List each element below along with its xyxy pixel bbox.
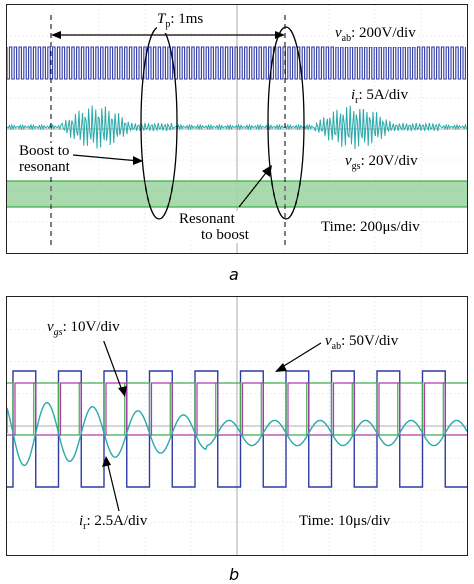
scope-panel-a: Tp: 1ms vab: 200V/div ir: 5A/div vgs: 20… [6,4,468,254]
caption-a: a [229,265,239,284]
ir-label-arrowhead-b [102,456,111,467]
vgs-complement-trace-b [7,382,467,436]
boost-to-resonant-arrow [72,154,140,162]
ir-label-arrow-b [106,460,120,512]
vgs-scale-label-b: vgs: 10V/div [47,319,120,341]
transition-ellipse-2 [267,26,305,220]
vgs-label-arrow-b [102,338,124,394]
resonant-to-boost-label: Resonant to boost [179,211,249,243]
period-label: Tp: 1ms [157,11,204,33]
vab-label-arrowhead-b [275,363,287,372]
time-scale-label-a: Time: 200μs/div [321,219,420,235]
vab-trace-a [7,46,466,80]
vgs-scale-label-a: vgs: 20V/div [345,153,418,175]
ir-trace-b [7,401,467,467]
vgs-label-arrowhead-b [118,386,127,397]
resonant-to-boost-arrowhead [262,165,272,177]
period-arrow-left-head [51,31,61,39]
boost-to-resonant-arrowhead [133,156,143,165]
vab-label-arrow-b [278,342,322,370]
vab-scale-label-b: vab: 50V/div [325,333,399,355]
ir-scale-label-b: ir: 2.5A/div [79,513,148,535]
vab-scale-label-a: vab: 200V/div [335,25,416,47]
vgs-trace-a [7,181,467,207]
ir-scale-label-a: ir: 5A/div [351,87,409,109]
boost-to-resonant-label: Boost to resonant [19,143,70,175]
caption-b: b [229,565,240,584]
scope-panel-b: vgs: 10V/div vab: 50V/div ir: 2.5A/div T… [6,296,468,556]
ir-trace-a [7,105,467,149]
time-scale-label-b: Time: 10μs/div [299,513,391,529]
resonant-to-boost-arrow [238,168,270,208]
scope-plot-a [7,5,467,253]
